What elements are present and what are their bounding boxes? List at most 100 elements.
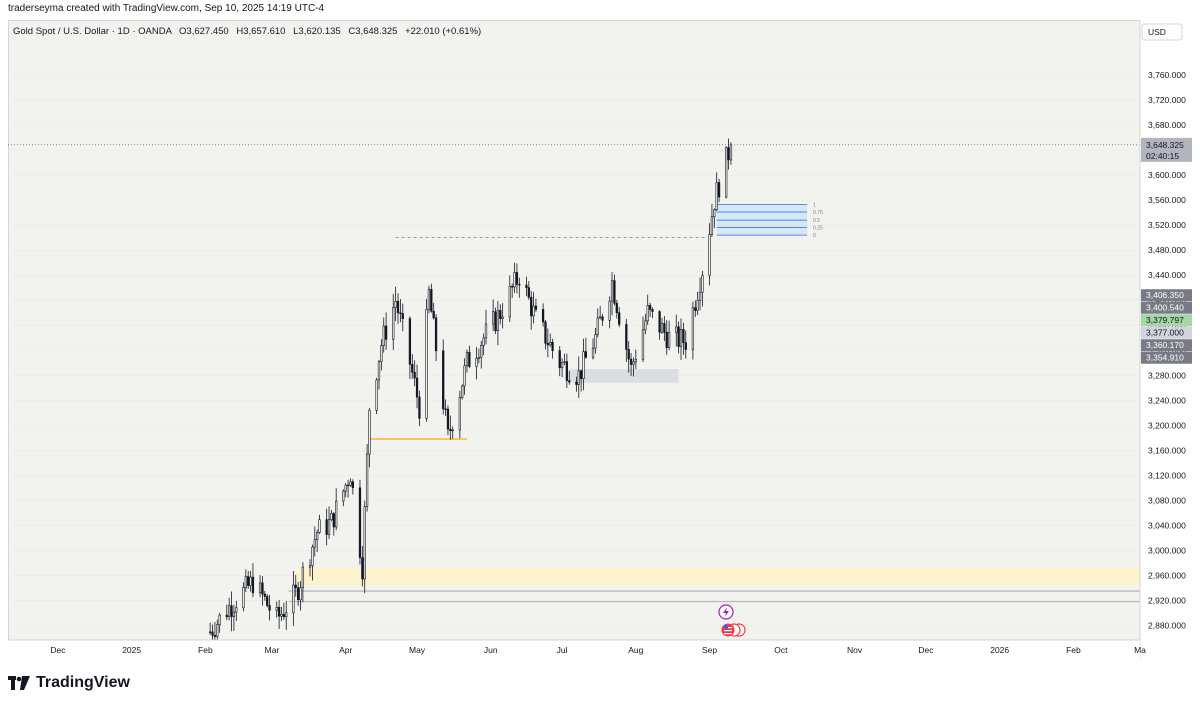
candle-up xyxy=(344,484,347,492)
candle-up xyxy=(710,216,714,235)
axes-layer: USD 2,880.000 2,920.000 2,960.000 3,000.000… xyxy=(8,20,1192,660)
candle-down xyxy=(544,321,547,344)
candle-up xyxy=(482,337,485,346)
candle-down xyxy=(411,364,414,373)
y-tick-label: 3,760.000 xyxy=(1148,70,1186,80)
legend-change: +22.010 (+0.61%) xyxy=(405,26,481,37)
event-icons[interactable] xyxy=(718,604,746,637)
candle-up xyxy=(634,359,637,363)
candle-down xyxy=(546,342,549,346)
candle-up xyxy=(463,365,466,387)
candle-up xyxy=(301,566,305,589)
candle-down xyxy=(525,284,528,288)
candle-down xyxy=(361,557,364,580)
candle-up xyxy=(508,286,511,318)
candle-down xyxy=(413,371,416,379)
candle-up xyxy=(713,209,716,217)
candle-down xyxy=(446,408,450,430)
candle-down xyxy=(682,329,685,343)
price-level-label-box xyxy=(1141,339,1192,352)
candle-down xyxy=(263,593,266,597)
candle-up xyxy=(392,307,395,340)
candle-down xyxy=(568,380,571,383)
last-price-label: 3,648.325 xyxy=(1146,140,1184,150)
candle-up xyxy=(280,613,283,617)
candle-down xyxy=(442,350,445,410)
candle-down xyxy=(499,310,502,319)
fib-level-label: 0.5 xyxy=(813,218,820,224)
candle-down xyxy=(627,349,630,360)
candle-up xyxy=(451,429,454,432)
annotation-layer: 10.75 0.5 0.250 xyxy=(8,144,1140,603)
x-tick-label: Dec xyxy=(918,645,934,655)
price-chart[interactable]: Gold Spot / U.S. Dollar · 1D · OANDA O3,… xyxy=(8,20,1192,660)
candle-down xyxy=(684,342,687,350)
currency-box[interactable] xyxy=(1141,23,1183,41)
y-tick-label: 3,280.000 xyxy=(1148,370,1186,380)
ohlc-legend: Gold Spot / U.S. Dollar · 1D · OANDA O3,… xyxy=(13,26,481,37)
candle-down xyxy=(584,351,588,358)
candle-down xyxy=(648,305,652,310)
candle-up xyxy=(425,308,428,419)
candle-down xyxy=(332,513,335,528)
candle-down xyxy=(665,331,668,348)
candle-up xyxy=(599,316,602,319)
candle-up xyxy=(335,500,338,528)
candle-down xyxy=(399,312,402,314)
candle-up xyxy=(610,280,614,302)
x-tick-label: Jul xyxy=(557,645,568,655)
candle-up xyxy=(549,341,552,346)
candle-up xyxy=(691,307,695,350)
candle-down xyxy=(677,326,680,347)
candle-down xyxy=(261,582,264,595)
candle-up xyxy=(292,584,295,614)
candle-up xyxy=(275,606,278,611)
candle-up xyxy=(675,326,678,333)
y-tick-label: 3,560.000 xyxy=(1148,195,1186,205)
candle-down xyxy=(518,283,521,286)
tradingview-logo[interactable]: TradingView xyxy=(8,672,130,694)
candle-up xyxy=(228,605,231,618)
currency-label: USD xyxy=(1148,27,1166,37)
candle-down xyxy=(449,428,452,431)
candle-down xyxy=(727,147,730,161)
y-tick-label: 3,160.000 xyxy=(1148,445,1186,455)
candle-down xyxy=(613,280,616,304)
candle-up xyxy=(258,582,262,594)
candle-down xyxy=(530,297,533,317)
price-level-label: 3,360.170 xyxy=(1146,340,1184,350)
x-tick-label: Feb xyxy=(198,645,213,655)
y-tick-label: 3,040.000 xyxy=(1148,520,1186,530)
candle-up xyxy=(285,612,288,618)
candle-down xyxy=(625,324,628,350)
candle-down xyxy=(384,325,388,340)
candle-down xyxy=(468,351,471,367)
candle-up xyxy=(532,305,535,317)
last-price-label-box xyxy=(1141,137,1192,162)
candle-down xyxy=(325,519,328,535)
candle-up xyxy=(461,385,464,398)
candle-down xyxy=(430,289,433,312)
candle-down xyxy=(230,605,233,617)
y-tick-label: 3,720.000 xyxy=(1148,95,1186,105)
candle-down xyxy=(225,614,228,618)
price-level-label: 3,406.350 xyxy=(1146,290,1184,300)
candle-down xyxy=(434,317,438,352)
x-tick-label: May xyxy=(409,645,426,655)
candle-up xyxy=(368,409,371,455)
y-tick-label: 3,520.000 xyxy=(1148,220,1186,230)
liquidity-box xyxy=(569,369,679,383)
candle-down xyxy=(615,302,618,313)
x-tick-label: Oct xyxy=(774,645,788,655)
y-tick-label: 2,880.000 xyxy=(1148,620,1186,630)
chart-area[interactable]: Gold Spot / U.S. Dollar · 1D · OANDA O3,… xyxy=(8,20,1192,660)
price-level-label: 3,379.797 xyxy=(1146,315,1184,325)
candle-up xyxy=(382,325,385,346)
price-level-label: 3,377.000 xyxy=(1146,328,1184,338)
candle-down xyxy=(408,318,412,365)
candle-up xyxy=(363,506,366,580)
candle-up xyxy=(644,320,647,331)
candle-up xyxy=(594,334,597,349)
candle-up xyxy=(698,291,702,301)
candle-down xyxy=(294,584,297,589)
